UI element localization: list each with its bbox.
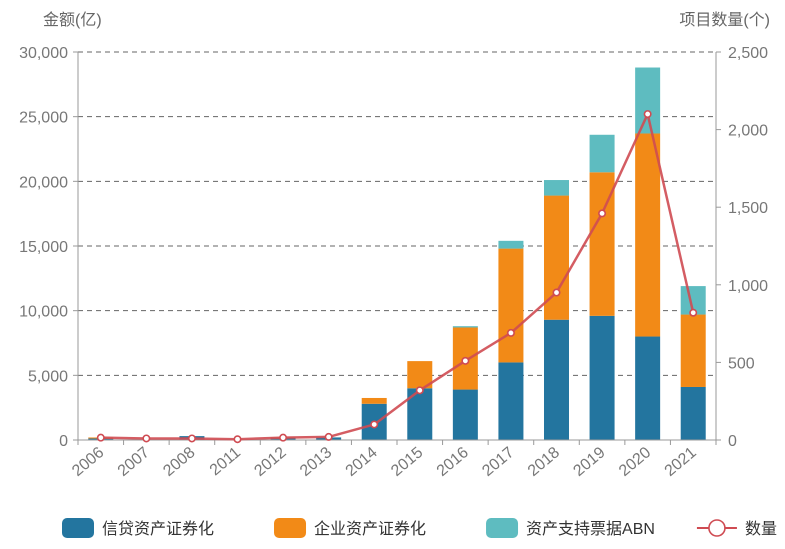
- x-tick-label: 2015: [388, 444, 426, 480]
- right-tick-label: 2,500: [728, 45, 768, 62]
- legend-label: 信贷资产证券化: [102, 520, 214, 538]
- x-tick-label: 2014: [343, 444, 381, 480]
- bar-segment: [635, 133, 661, 337]
- left-tick-label: 25,000: [19, 110, 68, 127]
- x-tick-label: 2011: [207, 444, 244, 479]
- right-tick-label: 1,000: [728, 278, 768, 295]
- left-tick-label: 30,000: [19, 45, 68, 62]
- legend[interactable]: 信贷资产证券化 企业资产证券化 资产支持票据ABN 数量: [62, 518, 777, 538]
- line-point: [324, 432, 333, 441]
- gridlines: [78, 51, 716, 376]
- x-tick-label: 2008: [160, 444, 198, 480]
- line-point: [96, 433, 105, 442]
- x-tick-label: 2017: [479, 444, 517, 480]
- bar-segment: [544, 319, 569, 440]
- bar-segment: [680, 386, 706, 440]
- x-tick-label: 2013: [297, 444, 335, 480]
- axes: [73, 51, 721, 445]
- bar-segment: [680, 314, 706, 387]
- bar-segment: [498, 240, 524, 249]
- line-series: [96, 110, 698, 444]
- bar-segment: [452, 326, 478, 328]
- legend-swatch: [274, 518, 307, 538]
- legend-label: 资产支持票据ABN: [526, 520, 655, 538]
- bar-segment: [361, 397, 387, 404]
- bar-segment: [635, 336, 661, 440]
- x-tick-label: 2016: [434, 444, 472, 480]
- line-point: [689, 308, 698, 317]
- bar-segment: [589, 315, 615, 440]
- legend-label: 企业资产证券化: [314, 520, 426, 538]
- line-point: [506, 328, 515, 337]
- legend-swatch: [62, 518, 94, 538]
- line-point: [279, 433, 288, 442]
- left-tick-label: 10,000: [19, 304, 68, 321]
- legend-label: 数量: [745, 520, 777, 538]
- bar-segment: [498, 362, 524, 440]
- x-tick-label: 2006: [69, 444, 107, 480]
- right-axis-title: 项目数量(个): [679, 11, 770, 29]
- x-tick-label: 2007: [115, 444, 153, 480]
- line-point: [370, 420, 379, 429]
- x-tick-label: 2019: [570, 444, 608, 480]
- left-tick-label: 20,000: [19, 174, 68, 191]
- line-point: [187, 434, 196, 443]
- line-point: [142, 434, 151, 443]
- line-point: [552, 288, 561, 297]
- right-tick-label: 2,000: [728, 123, 768, 140]
- left-tick-label: 0: [59, 433, 68, 450]
- legend-swatch: [486, 518, 519, 538]
- right-tick-label: 0: [728, 433, 737, 450]
- bar-segment: [589, 134, 615, 173]
- x-tick-label: 2018: [525, 444, 563, 480]
- bar-segment: [544, 180, 569, 196]
- x-tick-label: 2020: [616, 444, 654, 480]
- line-point: [643, 110, 652, 119]
- left-tick-label: 15,000: [19, 239, 68, 256]
- x-tick-label: 2012: [251, 444, 289, 480]
- line-point: [598, 209, 607, 218]
- bar-segment: [635, 67, 661, 134]
- left-axis-title: 金额(亿): [43, 11, 102, 29]
- line-path: [100, 112, 695, 441]
- legend-marker: [708, 519, 726, 537]
- line-point: [233, 435, 242, 444]
- line-point: [461, 356, 470, 365]
- right-tick-label: 500: [728, 355, 755, 372]
- left-tick-label: 5,000: [28, 368, 68, 385]
- bar-series: [88, 67, 706, 440]
- bar-segment: [498, 248, 524, 363]
- right-tick-label: 1,500: [728, 200, 768, 217]
- bar-segment: [452, 389, 478, 440]
- line-point: [415, 386, 424, 395]
- x-tick-label: 2021: [662, 444, 700, 480]
